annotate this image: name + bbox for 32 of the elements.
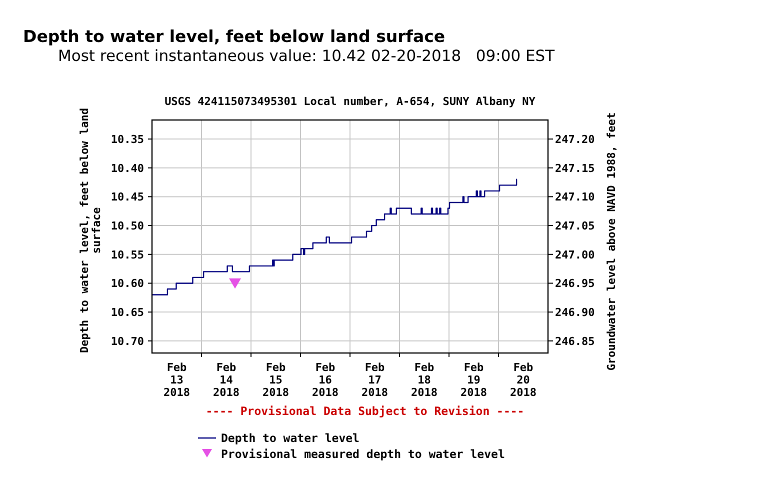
x-tick-label: Feb 14 2018 [213,361,240,399]
chart-subtitle: Most recent instantaneous value: 10.42 02-20-2018 09:00 EST [58,47,556,65]
y-tick-label: 10.50 [110,220,144,233]
y2-axis-title: Groundwater level above NAVD 1988, feet [605,112,618,371]
y2-tick-label: 246.85 [555,334,595,348]
y2-tick-label: 246.95 [555,277,595,290]
y-tick-label: 10.40 [110,162,144,175]
x-tick-label: Feb 19 2018 [460,361,487,399]
y-tick-label: 10.60 [110,277,144,290]
x-tick-label: Feb 18 2018 [411,361,438,399]
legend-label: Depth to water level [221,431,360,445]
y2-tick-label: 247.00 [555,248,595,262]
y-tick-label: 10.70 [110,334,144,348]
y-axis-title: Depth to water level, feet below land surface [78,108,103,354]
y-tick-label: 10.55 [110,248,144,262]
x-tick-label: Feb 20 2018 [510,361,536,399]
text: ---- Provisional Data Subject to Revision ---- [206,404,524,418]
y-tick-label: 10.45 [110,190,144,204]
chart-title: Depth to water level, feet below land surface [23,27,446,46]
text: USGS 424115073495301 Local number, A-654, SUNY Albany NY [164,95,536,108]
y-tick-label: 10.35 [110,133,144,146]
x-tick-label: Feb 13 2018 [164,361,190,399]
y2-tick-label: 246.90 [555,306,595,320]
x-tick-label: Feb 17 2018 [362,361,388,399]
y2-tick-label: 247.10 [555,190,595,204]
legend-label: Provisional measured depth to water level [221,447,505,461]
y2-tick-label: 247.20 [555,133,595,146]
y2-tick-label: 247.15 [555,162,595,175]
y2-tick-label: 247.05 [555,220,595,233]
y-tick-label: 10.65 [110,306,144,320]
x-tick-label: Feb 16 2018 [312,361,338,399]
x-tick-label: Feb 15 2018 [262,361,289,399]
